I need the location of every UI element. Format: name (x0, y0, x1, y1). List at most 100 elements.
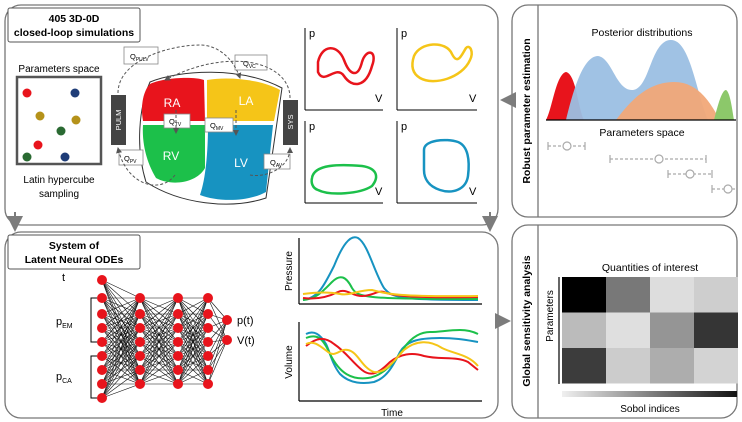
nn-node (135, 309, 145, 319)
heatmap-cell (694, 348, 738, 384)
pressure-plot: Pressure (284, 236, 482, 305)
nn-edge (101, 297, 141, 329)
nn-edge (177, 313, 209, 357)
sobol-label: Sobol indices (620, 404, 679, 415)
svg-text:QMV: QMV (210, 121, 224, 132)
heatmap-cell (694, 312, 738, 348)
nn-edge (101, 297, 141, 371)
nn-edge (101, 279, 141, 385)
heatmap-cell (606, 348, 650, 384)
nn-edge (101, 279, 141, 371)
nn-node (135, 365, 145, 375)
nn-edge (139, 297, 179, 343)
heatmap-cell (562, 277, 606, 313)
nn-edge (139, 313, 179, 385)
nn-edge (101, 279, 141, 343)
ode-title-line1: System of (49, 240, 100, 252)
nn-edge (101, 313, 141, 385)
nn-node (135, 337, 145, 347)
estimation-axis-label: Parameters space (599, 127, 684, 139)
pv-y-label: p (401, 28, 407, 40)
nn-edge (207, 339, 228, 371)
nn-edge (177, 327, 209, 385)
nn-input-p-em: pEM (56, 316, 73, 330)
nn-edge (139, 297, 179, 371)
estimation-panel: Robust parameter estimation Posterior di… (511, 4, 738, 218)
nn-node (97, 365, 107, 375)
nn-edge (101, 341, 141, 399)
pv-loop-lv: p V (396, 121, 477, 204)
nn-edge (207, 313, 228, 341)
pv-loop-la: p V (396, 28, 477, 111)
heatmap-cell (562, 348, 606, 384)
nn-node (97, 309, 107, 319)
heatmap-cell (650, 348, 694, 384)
simulations-panel: 405 3D-0D closed-loop simulations Parame… (4, 4, 499, 226)
sensitivity-side-title: Global sensitivity analysis (521, 255, 533, 386)
chamber-rv-label: RV (163, 149, 179, 163)
params-space-label: Parameters space (18, 64, 100, 75)
nn-node (203, 323, 213, 333)
nn-edge (139, 355, 179, 385)
svg-text:QPV: QPV (124, 154, 137, 165)
nn-edge (101, 279, 141, 315)
heatmap-cell (562, 312, 606, 348)
nn-edge (177, 369, 209, 385)
nn-edge (139, 297, 179, 357)
nn-node (203, 293, 213, 303)
nn-edge (177, 297, 209, 357)
heatmap-cell (694, 277, 738, 313)
nn-edge (101, 279, 141, 299)
nn-node (135, 323, 145, 333)
nn-edge (101, 313, 141, 343)
pv-loop-rv: p V (304, 121, 383, 204)
neural-network: t pEM pCA p(t) V(t) (56, 272, 255, 403)
nn-edge (139, 341, 179, 385)
nn-node (203, 309, 213, 319)
nn-edge (139, 297, 179, 315)
nn-edge (101, 313, 141, 371)
heatmap-cell (606, 312, 650, 348)
nn-edge (101, 327, 141, 399)
nn-edge (139, 297, 179, 385)
svg-text:QPULV: QPULV (130, 52, 149, 63)
nn-input-p-ca: pCA (56, 371, 72, 385)
ode-title-line2: Latent Neural ODEs (25, 254, 124, 266)
sensitivity-panel: Global sensitivity analysis Quantities o… (511, 224, 738, 419)
nn-node (97, 337, 107, 347)
pv-loop-ra: p V (304, 28, 383, 111)
ode-panel: System of Latent Neural ODEs t pEM pCA p… (4, 231, 499, 419)
posterior-title: Posterior distributions (592, 27, 693, 39)
qoi-label: Quantities of interest (602, 262, 698, 274)
sample-dots (22, 88, 81, 162)
nn-output-v: V(t) (237, 335, 255, 347)
nn-edge (101, 313, 141, 399)
nn-edge (207, 319, 228, 357)
vessel-sys-label: SYS (286, 114, 295, 129)
nn-edge (177, 297, 209, 385)
nn-edge (177, 297, 209, 329)
nn-edge (101, 313, 141, 357)
nn-node (135, 293, 145, 303)
nn-node (97, 379, 107, 389)
nn-node (203, 365, 213, 375)
nn-node (203, 351, 213, 361)
nn-edge (101, 313, 141, 329)
svg-text:QAV: QAV (270, 158, 283, 169)
nn-node (203, 379, 213, 389)
flow-q-tv: QTV (163, 113, 191, 129)
volume-label: Volume (284, 345, 295, 379)
nn-node (97, 351, 107, 361)
credible-intervals (547, 141, 737, 194)
nn-edge (177, 313, 209, 329)
nn-node (97, 323, 107, 333)
flow-q-mv: QMV (204, 117, 234, 133)
nn-node (135, 351, 145, 361)
nn-edge (101, 383, 141, 399)
nn-edge (177, 297, 209, 371)
pressure-label: Pressure (284, 251, 295, 291)
nn-edge (139, 297, 179, 329)
nn-edge (101, 369, 141, 399)
nn-node (222, 315, 232, 325)
